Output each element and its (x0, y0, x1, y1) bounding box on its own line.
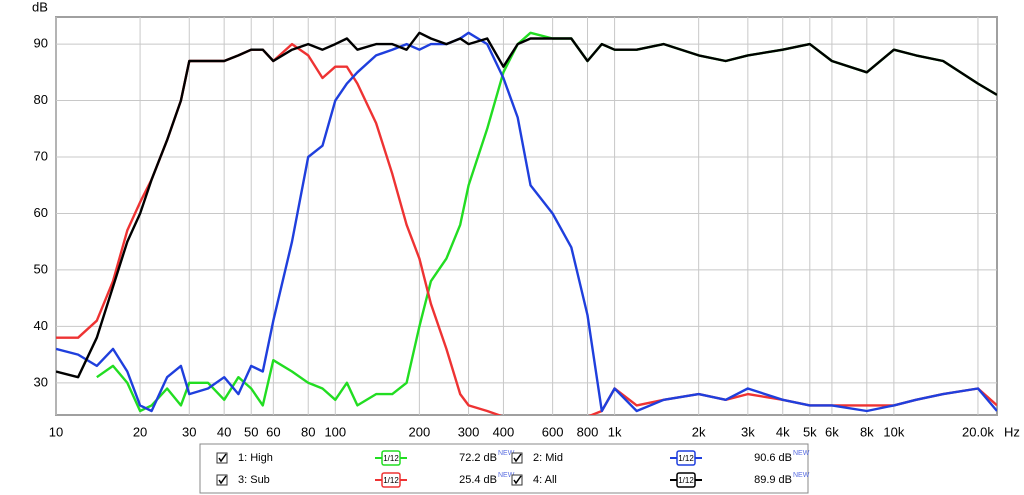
y-tick-label: 70 (34, 148, 48, 163)
x-tick-label: 300 (458, 424, 480, 439)
legend-checkbox[interactable] (511, 452, 523, 464)
x-tick-label: 60 (266, 424, 280, 439)
legend-level: 89.9 dB (754, 474, 792, 486)
y-tick-label: 30 (34, 374, 48, 389)
legend-level: 90.6 dB (754, 452, 792, 464)
legend-check (513, 453, 522, 463)
lines (56, 31, 997, 415)
x-tick-label: 1k (608, 424, 622, 439)
smoothing-button[interactable] (381, 472, 401, 488)
legend-label: 4: All (533, 474, 557, 486)
x-tick-label: 4k (776, 424, 790, 439)
x-tick-label: 10 (49, 424, 63, 439)
legend-check (218, 475, 227, 485)
legend (199, 443, 809, 494)
smoothing-label: 1/12 (678, 476, 694, 485)
legend-checkbox[interactable] (511, 474, 523, 486)
y-tick-label: 80 (34, 92, 48, 107)
x-tick-label: 40 (217, 424, 231, 439)
labels: 30 40 50 60 70 80 90 10 20 30 40 50 60 80 100 200 300 400… (34, 36, 994, 488)
smoothing-label: 1/12 (383, 476, 399, 485)
legend-label: 1: High (238, 452, 273, 464)
legend-badge: NEW (498, 450, 515, 457)
legend-badge: NEW (793, 472, 810, 479)
legend-badge: NEW (793, 450, 810, 457)
x-tick-label: 8k (860, 424, 874, 439)
x-tick-label: 10k (883, 424, 904, 439)
y-axis-label: dB (32, 0, 48, 14)
legend-checkbox[interactable] (216, 474, 228, 486)
x-tick-label: 400 (493, 424, 515, 439)
legend-label: 3: Sub (238, 474, 270, 486)
y-tick-label: 40 (34, 318, 48, 333)
smoothing-button[interactable] (676, 450, 696, 466)
x-axis-label: Hz (1004, 424, 1020, 439)
legend-label: 2: Mid (533, 452, 563, 464)
smoothing-label: 1/12 (383, 454, 399, 463)
x-tick-label: 200 (409, 424, 431, 439)
smoothing-label: 1/12 (678, 454, 694, 463)
x-tick-label: 30 (182, 424, 196, 439)
x-tick-label: 600 (542, 424, 564, 439)
legend-badge: NEW (498, 472, 515, 479)
y-tick-label: 50 (34, 261, 48, 276)
x-tick-label: 80 (301, 424, 315, 439)
smoothing-button[interactable] (676, 472, 696, 488)
x-tick-label: 50 (244, 424, 258, 439)
smoothing-button[interactable] (381, 450, 401, 466)
x-tick-label: 2k (692, 424, 706, 439)
series-line (56, 31, 997, 379)
y-tick-label: 60 (34, 205, 48, 220)
series-line (56, 31, 997, 413)
plot-area (55, 16, 998, 416)
x-tick-label: 20.0k (962, 424, 994, 439)
x-tick-label: 5k (803, 424, 817, 439)
legend-level: 25.4 dB (459, 474, 497, 486)
x-tick-label: 6k (825, 424, 839, 439)
legend-checkbox[interactable] (216, 452, 228, 464)
legend-level: 72.2 dB (459, 452, 497, 464)
legend-check (218, 453, 227, 463)
y-tick-label: 90 (34, 36, 48, 51)
legend-check (513, 475, 522, 485)
x-tick-label: 800 (577, 424, 599, 439)
x-tick-label: 20 (133, 424, 147, 439)
x-tick-label: 3k (741, 424, 755, 439)
x-tick-label: 100 (324, 424, 346, 439)
